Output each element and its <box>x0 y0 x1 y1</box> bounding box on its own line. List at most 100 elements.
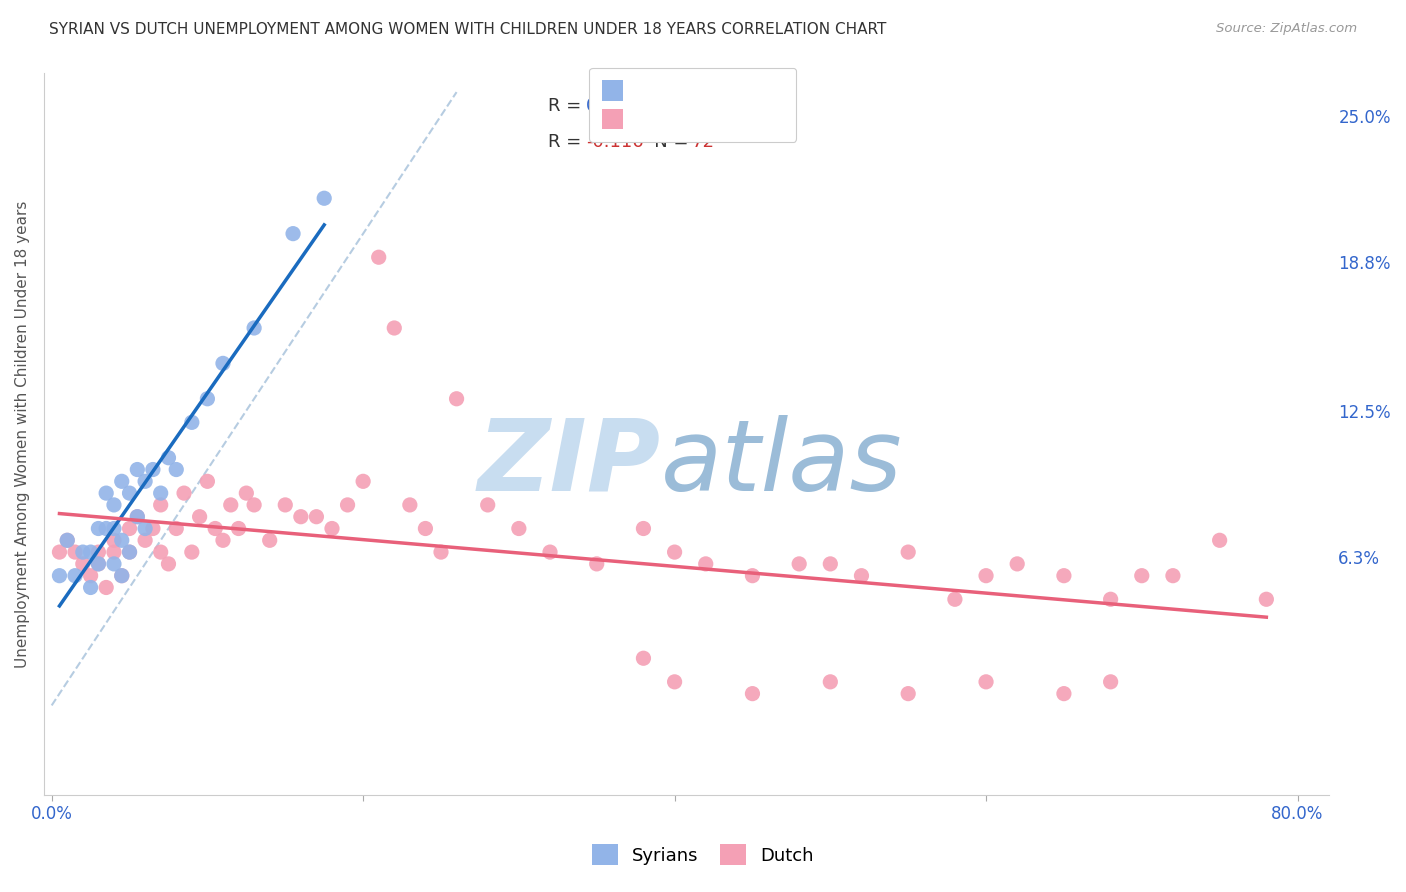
Point <box>741 687 763 701</box>
Text: atlas: atlas <box>661 415 903 511</box>
Point <box>56 533 79 548</box>
Point <box>787 557 810 571</box>
Point <box>134 533 156 548</box>
Point <box>415 521 437 535</box>
Text: N =: N = <box>637 96 695 115</box>
Point <box>127 509 149 524</box>
Point <box>336 498 359 512</box>
Point <box>974 674 997 689</box>
Point <box>219 498 242 512</box>
Legend: Syrians, Dutch: Syrians, Dutch <box>583 835 823 874</box>
Point <box>96 581 118 595</box>
Point <box>508 521 530 535</box>
Point <box>142 521 165 535</box>
Point <box>180 545 202 559</box>
Point <box>314 191 336 205</box>
Point <box>87 521 110 535</box>
Point <box>79 581 101 595</box>
Point <box>118 545 141 559</box>
Point <box>290 509 312 524</box>
Point <box>820 557 842 571</box>
Text: 0.571: 0.571 <box>586 96 637 115</box>
Point <box>56 533 79 548</box>
Point <box>103 557 125 571</box>
Point <box>63 568 86 582</box>
Point <box>274 498 297 512</box>
Point <box>695 557 717 571</box>
Text: SYRIAN VS DUTCH UNEMPLOYMENT AMONG WOMEN WITH CHILDREN UNDER 18 YEARS CORRELATIO: SYRIAN VS DUTCH UNEMPLOYMENT AMONG WOMEN… <box>49 22 887 37</box>
Point <box>305 509 328 524</box>
Point <box>212 356 235 370</box>
Text: ZIP: ZIP <box>478 415 661 511</box>
Point <box>477 498 499 512</box>
Point <box>367 250 389 264</box>
Point <box>63 545 86 559</box>
Point <box>382 321 405 335</box>
Text: R =: R = <box>547 96 586 115</box>
Point <box>134 521 156 535</box>
Point <box>118 521 141 535</box>
Point <box>538 545 561 559</box>
Point <box>228 521 250 535</box>
Point <box>87 557 110 571</box>
Point <box>352 475 374 489</box>
Point <box>1099 592 1122 607</box>
Point <box>87 557 110 571</box>
Point <box>204 521 226 535</box>
Point <box>165 521 187 535</box>
Point <box>127 462 149 476</box>
Point <box>281 227 304 241</box>
Point <box>321 521 343 535</box>
Point <box>142 462 165 476</box>
Legend:                           ,                           : , <box>589 68 796 142</box>
Point <box>430 545 453 559</box>
Point <box>1208 533 1230 548</box>
Point <box>111 533 134 548</box>
Point <box>897 687 920 701</box>
Point <box>851 568 873 582</box>
Point <box>118 545 141 559</box>
Point <box>118 486 141 500</box>
Point <box>1161 568 1184 582</box>
Point <box>149 545 172 559</box>
Point <box>103 498 125 512</box>
Point <box>173 486 195 500</box>
Point <box>79 545 101 559</box>
Point <box>111 475 134 489</box>
Point <box>103 533 125 548</box>
Point <box>399 498 422 512</box>
Point <box>149 498 172 512</box>
Point <box>974 568 997 582</box>
Point <box>243 498 266 512</box>
Y-axis label: Unemployment Among Women with Children Under 18 years: Unemployment Among Women with Children U… <box>15 201 30 668</box>
Text: 32: 32 <box>692 96 714 115</box>
Point <box>96 521 118 535</box>
Point <box>103 521 125 535</box>
Point <box>235 486 257 500</box>
Text: -0.116: -0.116 <box>586 133 644 151</box>
Point <box>1130 568 1153 582</box>
Text: 72: 72 <box>692 133 714 151</box>
Point <box>741 568 763 582</box>
Point <box>48 545 70 559</box>
Point <box>943 592 966 607</box>
Point <box>134 475 156 489</box>
Point <box>188 509 211 524</box>
Point <box>446 392 468 406</box>
Point <box>820 674 842 689</box>
Point <box>664 674 686 689</box>
Point <box>197 475 219 489</box>
Point <box>111 568 134 582</box>
Point <box>1256 592 1278 607</box>
Text: R =: R = <box>547 133 586 151</box>
Point <box>664 545 686 559</box>
Point <box>1053 568 1076 582</box>
Point <box>157 557 180 571</box>
Point <box>96 486 118 500</box>
Point <box>157 450 180 465</box>
Point <box>72 545 94 559</box>
Point <box>103 545 125 559</box>
Point <box>165 462 187 476</box>
Point <box>149 486 172 500</box>
Point <box>111 568 134 582</box>
